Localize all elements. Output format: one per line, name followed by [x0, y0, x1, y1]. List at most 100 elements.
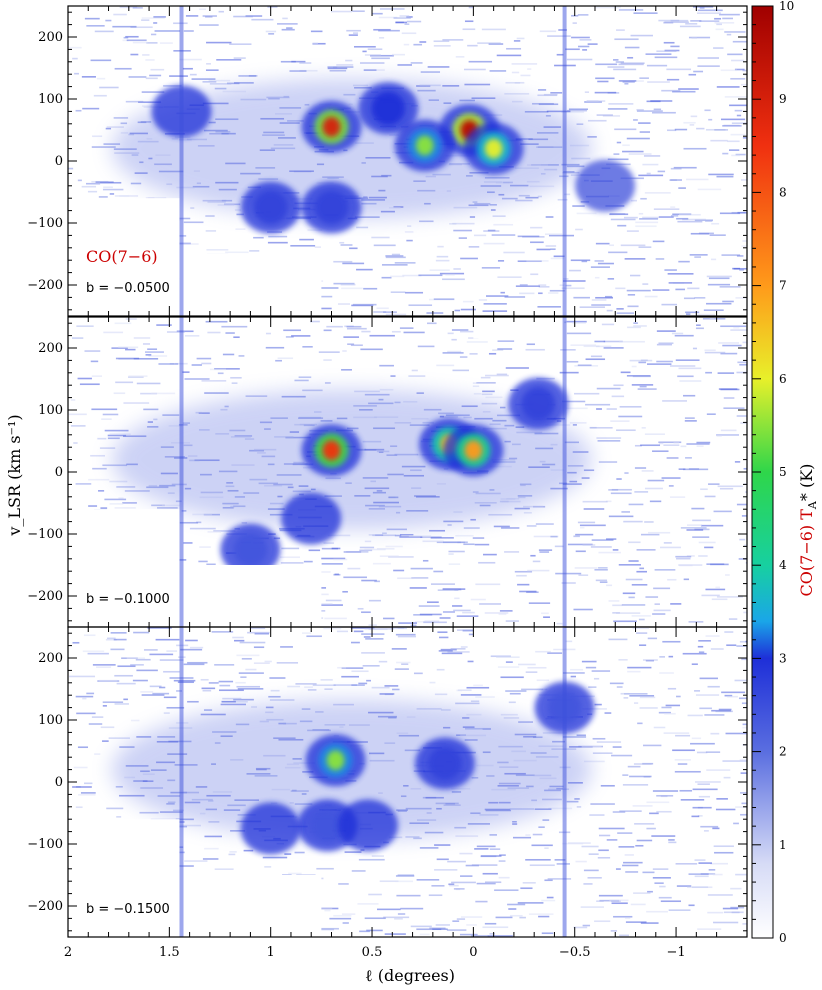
noise-streak: [582, 500, 608, 503]
noise-streak: [109, 503, 124, 505]
noise-streak: [614, 128, 637, 131]
noise-streak: [81, 185, 97, 188]
noise-streak: [645, 596, 659, 598]
noise-streak: [606, 309, 613, 312]
noise-streak: [372, 562, 391, 565]
noise-streak: [342, 350, 347, 352]
noise-streak: [237, 688, 264, 690]
noise-streak: [547, 878, 572, 880]
noise-streak: [638, 122, 651, 124]
noise-streak: [241, 657, 252, 660]
noise-streak: [88, 505, 98, 507]
noise-streak: [554, 859, 566, 861]
noise-streak: [483, 303, 507, 305]
noise-streak: [555, 572, 582, 575]
noise-streak: [566, 360, 579, 363]
noise-streak: [176, 690, 183, 692]
noise-streak: [550, 257, 565, 260]
noise-streak: [675, 734, 691, 737]
noise-streak: [371, 57, 390, 60]
noise-streak: [610, 213, 626, 215]
noise-streak: [102, 188, 124, 191]
noise-streak: [488, 43, 504, 45]
noise-streak: [656, 50, 677, 53]
noise-streak: [159, 42, 173, 44]
noise-streak: [280, 562, 304, 564]
y-tick-label: 0: [55, 465, 63, 480]
noise-streak: [683, 147, 707, 150]
noise-streak: [699, 7, 705, 9]
noise-streak: [646, 801, 670, 804]
noise-streak: [460, 257, 478, 260]
noise-streak: [128, 375, 148, 377]
noise-streak: [676, 217, 689, 220]
noise-streak: [686, 443, 710, 445]
noise-streak: [145, 351, 164, 353]
noise-streak: [390, 627, 407, 630]
noise-streak: [306, 635, 322, 638]
colorbar-title-main: CO(7−6) T: [797, 509, 816, 597]
noise-streak: [694, 297, 706, 299]
noise-streak: [371, 686, 390, 689]
noise-streak: [740, 83, 747, 86]
noise-streak: [333, 558, 348, 561]
noise-streak: [329, 69, 347, 72]
noise-streak: [241, 522, 248, 524]
noise-streak: [616, 612, 641, 614]
panel-emission: [68, 6, 747, 316]
noise-streak: [697, 645, 704, 648]
noise-streak: [550, 248, 556, 251]
noise-streak: [302, 389, 323, 392]
noise-streak: [610, 492, 632, 495]
noise-streak: [340, 283, 356, 286]
noise-streak: [663, 542, 672, 544]
noise-streak: [183, 663, 205, 666]
noise-streak: [711, 598, 728, 601]
noise-streak: [214, 868, 234, 870]
noise-streak: [652, 877, 671, 879]
noise-streak: [472, 382, 478, 384]
noise-streak: [299, 69, 318, 72]
noise-streak: [738, 697, 747, 700]
noise-streak: [658, 216, 674, 218]
noise-streak: [298, 376, 312, 379]
noise-streak: [661, 89, 681, 92]
noise-streak: [701, 594, 720, 597]
noise-streak: [154, 30, 181, 32]
noise-streak: [609, 682, 624, 685]
noise-streak: [742, 723, 747, 726]
noise-streak: [616, 141, 622, 144]
noise-streak: [79, 383, 100, 386]
noise-streak: [497, 260, 505, 262]
noise-streak: [661, 477, 681, 479]
noise-streak: [742, 137, 747, 139]
noise-streak: [179, 58, 202, 61]
noise-streak: [580, 906, 604, 908]
noise-streak: [637, 722, 643, 725]
noise-streak: [616, 686, 623, 688]
noise-streak: [615, 868, 621, 870]
noise-streak: [636, 110, 663, 112]
noise-streak: [385, 255, 404, 257]
noise-streak: [736, 503, 747, 506]
noise-streak: [87, 190, 98, 193]
noise-streak: [158, 363, 179, 365]
noise-streak: [187, 661, 208, 664]
noise-streak: [253, 662, 270, 664]
noise-streak: [638, 174, 664, 177]
noise-streak: [609, 899, 629, 902]
noise-streak: [388, 556, 414, 558]
noise-streak: [222, 697, 242, 700]
noise-streak: [407, 225, 412, 227]
noise-streak: [669, 496, 686, 498]
noise-streak: [384, 933, 406, 935]
noise-streak: [538, 286, 550, 288]
noise-streak: [231, 382, 238, 384]
noise-streak: [393, 569, 405, 572]
noise-streak: [704, 714, 725, 716]
noise-streak: [645, 53, 672, 55]
noise-streak: [648, 531, 671, 534]
noise-streak: [287, 685, 301, 688]
noise-streak: [361, 652, 385, 654]
noise-streak: [91, 408, 118, 411]
